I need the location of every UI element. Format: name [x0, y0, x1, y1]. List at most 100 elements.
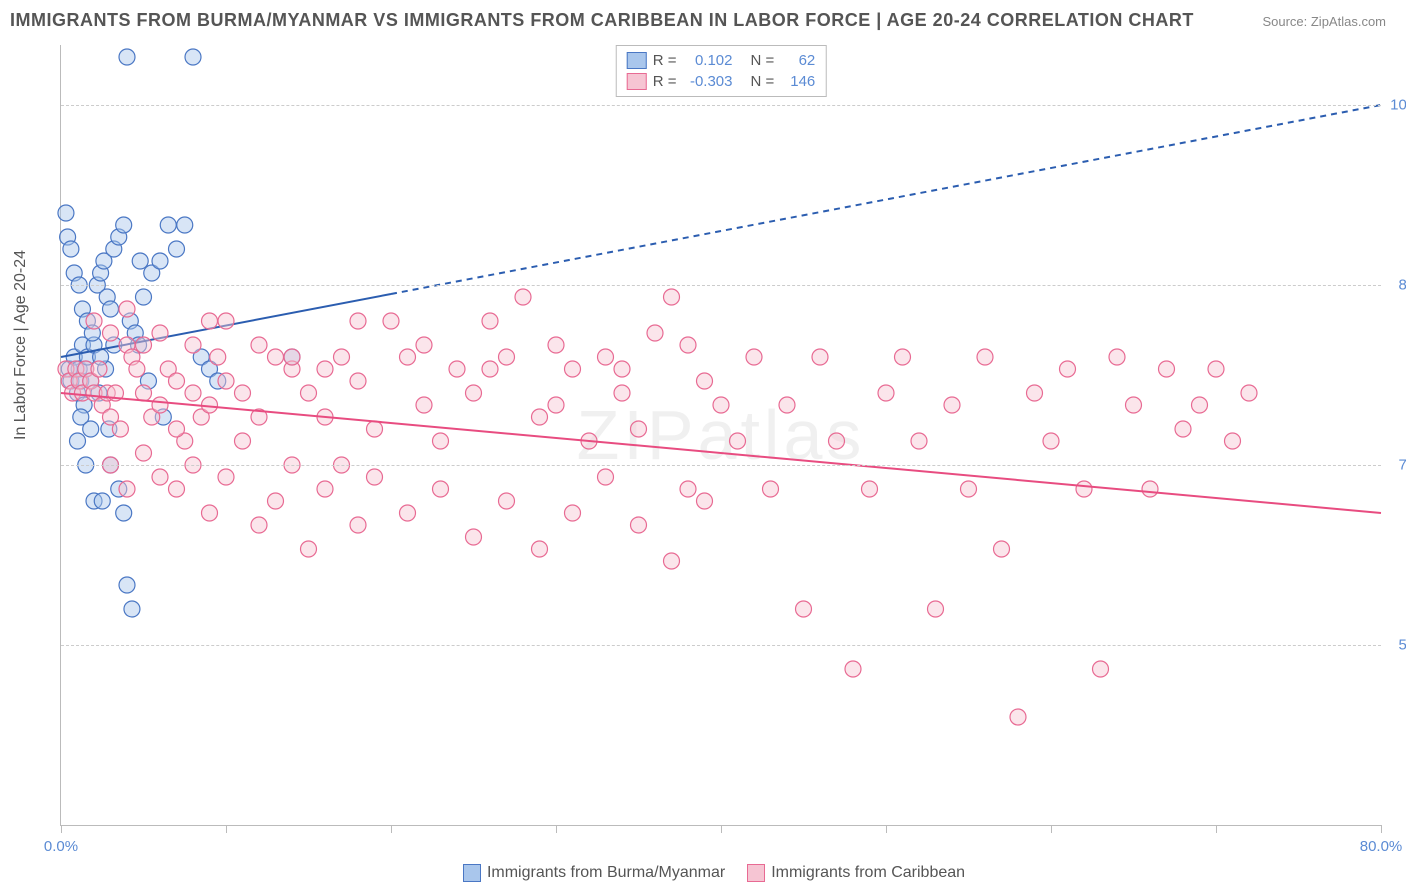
data-point: [598, 469, 614, 485]
legend-swatch: [463, 864, 481, 882]
legend-swatch: [747, 864, 765, 882]
data-point: [631, 517, 647, 533]
data-point: [132, 253, 148, 269]
x-tick-mark: [1381, 825, 1382, 833]
stat-r-label: R =: [653, 73, 677, 90]
x-tick-label-left: 0.0%: [44, 838, 78, 855]
data-point: [911, 433, 927, 449]
data-point: [548, 337, 564, 353]
data-point: [647, 325, 663, 341]
data-point: [515, 289, 531, 305]
y-tick-label: 55.0%: [1386, 637, 1406, 654]
data-point: [680, 481, 696, 497]
data-point: [129, 361, 145, 377]
data-point: [350, 517, 366, 533]
x-tick-label-right: 80.0%: [1360, 838, 1403, 855]
data-point: [895, 349, 911, 365]
data-point: [218, 469, 234, 485]
legend-label: Immigrants from Burma/Myanmar: [487, 864, 725, 881]
data-point: [218, 313, 234, 329]
stats-legend-box: R =0.102N =62R =-0.303N =146: [616, 45, 827, 97]
data-point: [202, 505, 218, 521]
data-point: [169, 481, 185, 497]
data-point: [730, 433, 746, 449]
data-point: [367, 421, 383, 437]
data-point: [301, 385, 317, 401]
data-point: [1010, 709, 1026, 725]
data-point: [499, 349, 515, 365]
data-point: [499, 493, 515, 509]
stats-row: R =0.102N =62: [627, 50, 816, 71]
data-point: [119, 301, 135, 317]
data-point: [614, 385, 630, 401]
data-point: [482, 361, 498, 377]
data-point: [119, 481, 135, 497]
data-point: [400, 505, 416, 521]
data-point: [598, 349, 614, 365]
data-point: [1027, 385, 1043, 401]
data-point: [845, 661, 861, 677]
data-point: [1225, 433, 1241, 449]
stat-r-value: 0.102: [683, 52, 733, 69]
x-tick-mark: [391, 825, 392, 833]
stat-n-value: 146: [780, 73, 815, 90]
data-point: [1175, 421, 1191, 437]
x-tick-mark: [61, 825, 62, 833]
data-point: [482, 313, 498, 329]
data-point: [1142, 481, 1158, 497]
data-point: [116, 505, 132, 521]
data-point: [235, 433, 251, 449]
data-point: [532, 541, 548, 557]
data-point: [565, 361, 581, 377]
stat-n-label: N =: [751, 73, 775, 90]
data-point: [680, 337, 696, 353]
x-tick-mark: [721, 825, 722, 833]
data-point: [664, 289, 680, 305]
data-point: [416, 397, 432, 413]
data-point: [136, 337, 152, 353]
data-point: [317, 481, 333, 497]
data-point: [202, 313, 218, 329]
trend-line-dashed: [391, 105, 1381, 294]
data-point: [83, 421, 99, 437]
data-point: [532, 409, 548, 425]
data-point: [763, 481, 779, 497]
grid-line-h: [61, 465, 1381, 466]
data-point: [169, 421, 185, 437]
stats-swatch: [627, 52, 647, 69]
data-point: [284, 349, 300, 365]
stats-row: R =-0.303N =146: [627, 71, 816, 92]
chart-plot-area: ZIPatlas R =0.102N =62R =-0.303N =146 55…: [60, 45, 1381, 826]
data-point: [383, 313, 399, 329]
scatter-plot-svg: [61, 45, 1381, 825]
data-point: [449, 361, 465, 377]
data-point: [631, 421, 647, 437]
data-point: [152, 469, 168, 485]
data-point: [416, 337, 432, 353]
data-point: [86, 313, 102, 329]
data-point: [977, 349, 993, 365]
data-point: [169, 373, 185, 389]
legend-label: Immigrants from Caribbean: [771, 864, 965, 881]
data-point: [812, 349, 828, 365]
y-tick-label: 100.0%: [1386, 97, 1406, 114]
x-tick-mark: [1051, 825, 1052, 833]
data-point: [152, 325, 168, 341]
data-point: [1043, 433, 1059, 449]
data-point: [160, 217, 176, 233]
data-point: [136, 385, 152, 401]
data-point: [433, 481, 449, 497]
data-point: [697, 373, 713, 389]
data-point: [63, 241, 79, 257]
data-point: [878, 385, 894, 401]
data-point: [944, 397, 960, 413]
data-point: [829, 433, 845, 449]
x-tick-mark: [556, 825, 557, 833]
data-point: [1208, 361, 1224, 377]
data-point: [268, 349, 284, 365]
data-point: [185, 337, 201, 353]
data-point: [58, 205, 74, 221]
x-tick-mark: [886, 825, 887, 833]
data-point: [961, 481, 977, 497]
data-point: [268, 493, 284, 509]
